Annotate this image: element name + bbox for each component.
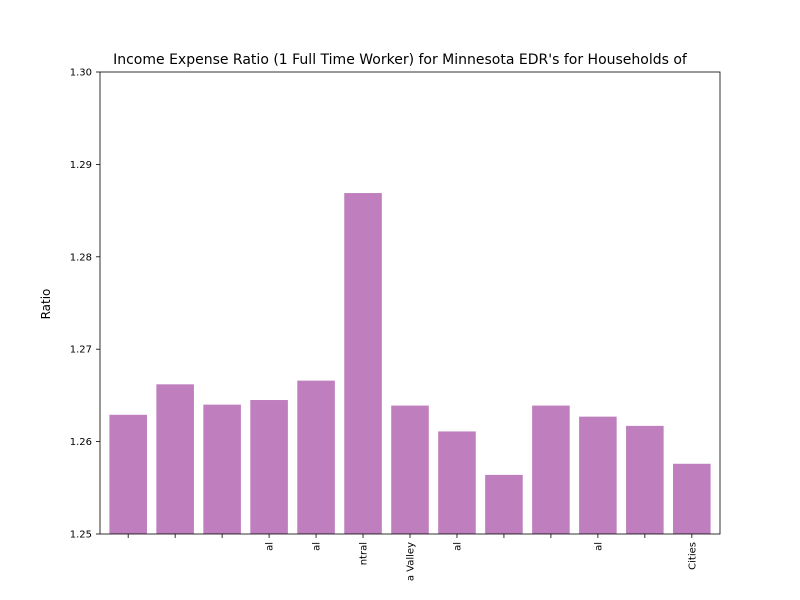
y-tick-label: 1.28 xyxy=(70,252,92,263)
chart-title: Income Expense Ratio (1 Full Time Worker… xyxy=(113,52,688,68)
y-axis: 1.25 1.26 1.27 1.28 1.29 1.30 xyxy=(70,68,100,541)
x-tick-label: al xyxy=(452,542,463,551)
bar xyxy=(485,474,523,534)
bar xyxy=(297,380,335,534)
bar xyxy=(203,404,241,534)
bar xyxy=(626,425,664,534)
bar xyxy=(250,400,288,534)
y-tick-label: 1.27 xyxy=(70,345,92,356)
x-axis: al al ntral a Valley al al Cities xyxy=(127,534,698,581)
y-tick-label: 1.30 xyxy=(70,68,92,79)
y-axis-title: Ratio xyxy=(39,289,53,320)
x-tick-label: al xyxy=(593,542,604,551)
y-tick-label: 1.26 xyxy=(70,437,92,448)
x-tick-label: ntral xyxy=(359,542,370,565)
x-tick-label: a Valley xyxy=(406,542,417,581)
bar xyxy=(673,463,711,534)
bar xyxy=(532,405,570,534)
bar xyxy=(579,416,617,534)
x-tick-label: al xyxy=(265,542,276,551)
y-tick-label: 1.25 xyxy=(70,530,92,541)
x-tick-label: al xyxy=(312,542,323,551)
bar-group xyxy=(109,193,711,534)
bar xyxy=(344,193,382,534)
x-tick-label: Cities xyxy=(687,542,698,570)
plot-frame xyxy=(99,71,721,535)
y-tick-label: 1.29 xyxy=(70,160,92,171)
bar xyxy=(438,431,476,534)
bar xyxy=(109,414,147,534)
bar xyxy=(391,405,429,534)
bar xyxy=(156,384,194,534)
